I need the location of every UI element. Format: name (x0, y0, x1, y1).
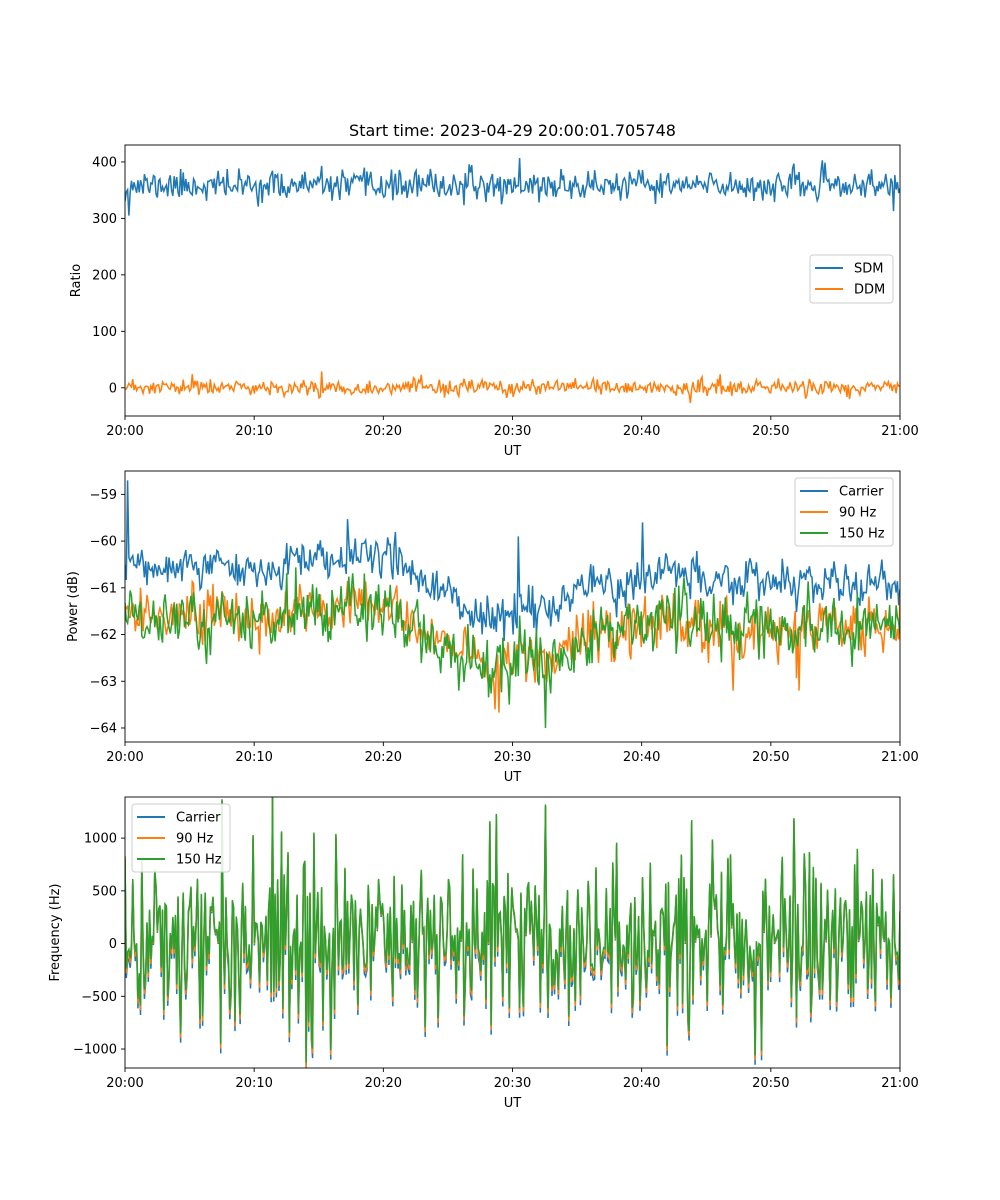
y-axis-label: Ratio (69, 264, 84, 297)
x-tick-label: 21:00 (881, 750, 918, 765)
x-axis-label: UT (504, 1096, 522, 1111)
series-line-150-hz (125, 567, 900, 728)
x-tick-label: 20:00 (106, 1076, 143, 1091)
y-tick-label: −61 (90, 581, 117, 596)
x-tick-label: 20:10 (235, 424, 272, 439)
y-tick-label: −500 (81, 990, 117, 1005)
y-tick-label: 200 (92, 268, 117, 283)
x-tick-label: 20:30 (494, 424, 531, 439)
legend-label: 90 Hz (839, 506, 876, 521)
legend: Carrier 90 Hz 150 Hz (794, 477, 894, 547)
y-tick-label: −1000 (73, 1043, 117, 1058)
y-tick-label: −63 (90, 675, 117, 690)
legend: SDM DDM (809, 254, 894, 304)
x-tick-label: 20:20 (365, 1076, 402, 1091)
x-tick-label: 20:00 (106, 750, 143, 765)
x-tick-label: 20:20 (365, 750, 402, 765)
x-tick-label: 20:40 (623, 424, 660, 439)
series-line-carrier (125, 480, 900, 642)
y-tick-label: 100 (92, 325, 117, 340)
x-tick-label: 21:00 (881, 424, 918, 439)
y-tick-label: 0 (109, 381, 117, 396)
y-tick-label: 500 (92, 884, 117, 899)
legend-label: 150 Hz (839, 527, 885, 542)
x-tick-label: 21:00 (881, 1076, 918, 1091)
y-axis-label: Power (dB) (66, 571, 81, 642)
panel-1: 20:00 20:10 20:20 20:30 20:40 20:50 21:00 UT 0 10… (69, 121, 919, 459)
panel-3: 20:00 20:10 20:20 20:30 20:40 20:50 21:00 UT −10… (48, 796, 919, 1111)
y-tick-label: 1000 (84, 832, 117, 847)
panel-2: 20:00 20:10 20:20 20:30 20:40 20:50 21:00 UT −64… (66, 470, 919, 785)
legend-label: 90 Hz (176, 832, 213, 847)
legend-box (131, 803, 231, 873)
series-line-150-hz (125, 797, 900, 1063)
x-tick-label: 20:30 (494, 750, 531, 765)
x-tick-label: 20:30 (494, 1076, 531, 1091)
legend-label: Carrier (839, 485, 884, 500)
chart-title: Start time: 2023-04-29 20:00:01.705748 (349, 121, 676, 140)
x-axis-label: UT (504, 444, 522, 459)
x-tick-label: 20:50 (752, 424, 789, 439)
y-tick-label: −60 (90, 535, 117, 550)
legend-label: SDM (854, 262, 883, 277)
y-tick-label: −64 (90, 721, 117, 736)
axes-frame (124, 470, 901, 743)
legend-label: Carrier (176, 811, 221, 826)
y-tick-label: 400 (92, 155, 117, 170)
x-tick-label: 20:40 (623, 1076, 660, 1091)
y-tick-label: 0 (109, 937, 117, 952)
series-line-ddm (125, 371, 900, 404)
legend-label: DDM (854, 283, 885, 298)
series-line-sdm (125, 157, 900, 216)
x-tick-label: 20:50 (752, 1076, 789, 1091)
x-tick-label: 20:00 (106, 424, 143, 439)
x-tick-label: 20:20 (365, 424, 402, 439)
y-tick-label: −62 (90, 628, 117, 643)
x-tick-label: 20:10 (235, 1076, 272, 1091)
x-axis-label: UT (504, 770, 522, 785)
y-tick-label: 300 (92, 212, 117, 227)
legend: Carrier 90 Hz 150 Hz (131, 803, 231, 873)
legend-label: 150 Hz (176, 853, 222, 868)
x-tick-label: 20:40 (623, 750, 660, 765)
y-tick-label: −59 (90, 488, 117, 503)
legend-box (794, 477, 894, 547)
x-tick-label: 20:10 (235, 750, 272, 765)
y-axis-label: Frequency (Hz) (48, 883, 63, 981)
series-line-90-hz (125, 579, 900, 713)
x-tick-label: 20:50 (752, 750, 789, 765)
